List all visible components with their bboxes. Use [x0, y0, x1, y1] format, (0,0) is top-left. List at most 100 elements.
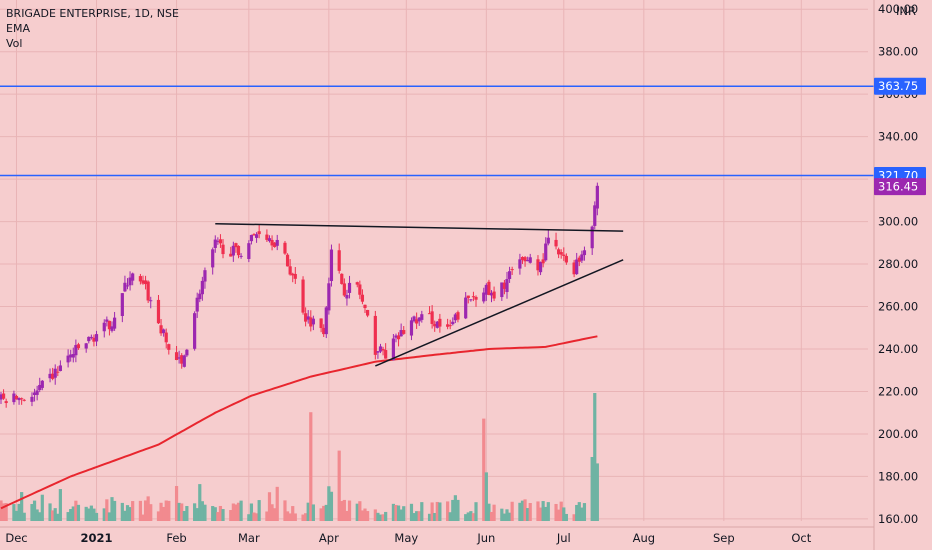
candle-body-22: [76, 344, 81, 349]
candle-body-49: [177, 357, 181, 359]
symbol-line[interactable]: BRIGADE ENTERPRISE, 1D, NSE: [6, 7, 179, 20]
volume-bar-38: [138, 500, 143, 521]
candle-body-122: [438, 318, 442, 327]
candle-body-127: [456, 312, 460, 320]
candle-body-14: [51, 373, 55, 379]
y-tick-label-3: 220.00: [878, 384, 918, 398]
volume-bar-0: [0, 500, 3, 521]
volume-bar-33: [120, 502, 124, 521]
volume-bar-126: [453, 495, 457, 521]
volume-bar-64: [231, 503, 235, 521]
volume-bar-77: [275, 486, 279, 521]
volume-bar-4: [14, 510, 19, 521]
candle-body-17: [58, 365, 62, 372]
candle-body-139: [502, 282, 507, 289]
candle-body-134: [484, 284, 488, 295]
candle-body-135: [487, 281, 491, 295]
volume-bar-147: [528, 502, 532, 521]
candle-body-53: [193, 313, 197, 349]
volume-bar-109: [394, 504, 398, 521]
volume-bar-24: [87, 508, 91, 521]
volume-bar-2: [4, 503, 8, 521]
volume-bar-68: [247, 514, 251, 521]
candle-body-27: [94, 334, 99, 342]
indicator-vol[interactable]: Vol: [6, 37, 23, 50]
candle-body-104: [376, 351, 380, 353]
y-tick-label-0: 160.00: [878, 512, 918, 526]
volume-bar-127: [456, 499, 460, 521]
candle-body-38: [138, 276, 143, 282]
candle-body-31: [110, 326, 114, 331]
volume-bar-105: [378, 514, 383, 521]
candle-body-70: [252, 234, 256, 236]
volume-bar-88: [319, 508, 323, 521]
volume-bar-115: [415, 511, 419, 521]
volume-bar-43: [156, 511, 161, 521]
volume-bar-40: [143, 500, 148, 521]
volume-bar-48: [174, 486, 179, 521]
candle-body-99: [358, 284, 362, 295]
volume-bar-102: [365, 511, 370, 521]
candle-body-58: [211, 249, 215, 268]
candle-body-82: [293, 273, 297, 279]
y-tick-label-9: 340.00: [878, 130, 918, 144]
candle-body-123: [446, 324, 450, 327]
candle-body-90: [324, 307, 328, 335]
volume-bar-117: [420, 502, 424, 521]
volume-bar-131: [471, 513, 476, 521]
volume-bar-145: [523, 499, 527, 521]
indicator-ema[interactable]: EMA: [6, 22, 30, 35]
candle-body-33: [120, 293, 124, 316]
candle-body-18: [66, 355, 70, 363]
volume-bar-76: [273, 508, 277, 521]
x-tick-label-1: 2021: [81, 531, 113, 545]
candle-body-144: [520, 257, 525, 260]
volume-bar-79: [285, 511, 290, 521]
volume-bar-55: [198, 484, 202, 521]
candle-body-15: [53, 368, 57, 378]
volume-bar-139: [502, 513, 507, 521]
candle-body-76: [273, 242, 277, 247]
candle-body-117: [420, 314, 424, 320]
volume-bar-142: [510, 501, 514, 521]
volume-bar-35: [125, 505, 130, 521]
volume-bar-130: [469, 511, 473, 521]
candle-body-69: [249, 235, 254, 242]
volume-bar-106: [381, 514, 385, 521]
volume-bar-9: [32, 500, 37, 521]
volume-bar-151: [544, 506, 548, 521]
volume-bar-148: [536, 501, 540, 521]
legend: BRIGADE ENTERPRISE, 1D, NSE EMA Vol: [6, 6, 179, 51]
last-price-label-box: [874, 178, 926, 196]
candle-body-140: [505, 279, 509, 293]
candle-body-64: [231, 245, 235, 256]
candle-body-110: [396, 335, 401, 340]
volume-bar-39: [141, 514, 145, 521]
candle-body-124: [448, 325, 452, 327]
volume-bar-135: [487, 503, 491, 521]
volume-bar-150: [541, 501, 545, 521]
candle-body-56: [200, 280, 204, 295]
volume-bar-155: [559, 501, 563, 521]
candle-body-146: [526, 260, 530, 262]
volume-bar-90: [324, 504, 328, 521]
volume-bar-36: [128, 507, 132, 521]
candle-body-8: [30, 396, 34, 402]
volume-bar-19: [69, 509, 73, 521]
volume-bar-162: [582, 503, 587, 521]
candle-body-97: [347, 282, 352, 293]
volume-bar-89: [322, 505, 326, 521]
candle-body-78: [283, 242, 287, 254]
candle-body-84: [304, 313, 308, 322]
candle-body-65: [234, 243, 238, 248]
volume-bar-156: [562, 507, 566, 521]
candle-body-126: [453, 314, 457, 321]
volume-bar-53: [193, 503, 197, 521]
volume-bar-99: [358, 501, 362, 521]
volume-bar-165: [595, 463, 599, 521]
volume-bar-18: [66, 512, 70, 521]
candle-body-120: [433, 323, 437, 327]
volume-bar-84: [304, 513, 308, 521]
